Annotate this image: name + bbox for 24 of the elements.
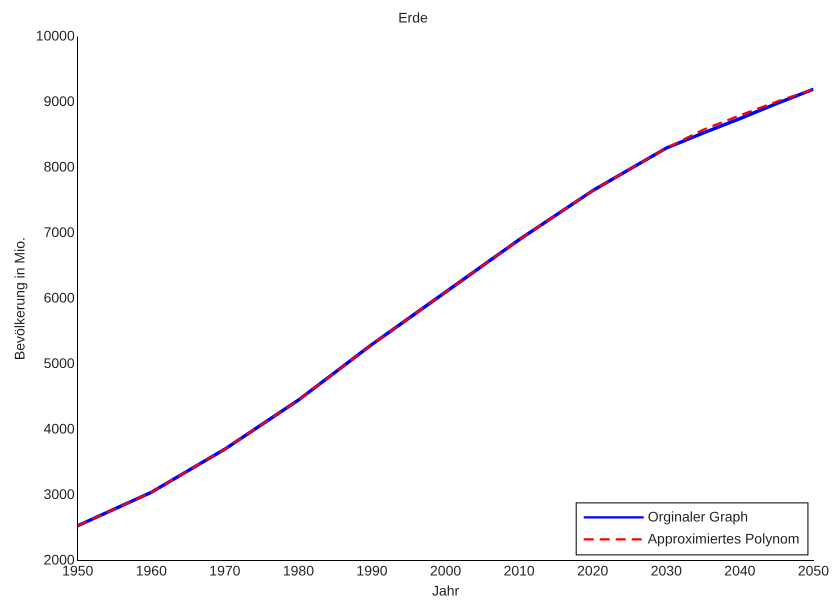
x-tick-label: 2020: [577, 562, 608, 579]
x-tick-label: 1970: [209, 562, 241, 579]
y-tick-label: 6000: [44, 289, 75, 306]
y-tick-label: 7000: [44, 224, 75, 240]
x-tick-label: 1990: [356, 562, 388, 579]
x-tick-label: 2040: [724, 562, 756, 579]
x-tick-label: 1980: [282, 562, 314, 579]
x-tick-label: 1960: [136, 562, 168, 579]
y-tick-label: 3000: [44, 486, 75, 502]
chart-title: Erde: [398, 9, 428, 26]
legend-label: Orginaler Graph: [648, 508, 748, 524]
y-tick-label: 8000: [44, 158, 75, 175]
y-tick-label: 5000: [44, 354, 75, 371]
x-axis-title: Jahr: [432, 582, 460, 598]
x-tick-label: 2030: [650, 562, 682, 579]
legend-label: Approximiertes Polynom: [648, 530, 800, 546]
x-tick-label: 2000: [430, 562, 462, 579]
y-tick-label: 4000: [44, 420, 75, 436]
x-tick-label: 2010: [504, 562, 535, 579]
y-tick-label: 10000: [36, 28, 75, 44]
y-tick-label: 9000: [44, 93, 75, 110]
y-axis-title: Bevölkerung in Mio.: [11, 237, 28, 360]
x-tick-label: 2050: [798, 562, 830, 579]
y-tick-label: 2000: [44, 551, 75, 568]
